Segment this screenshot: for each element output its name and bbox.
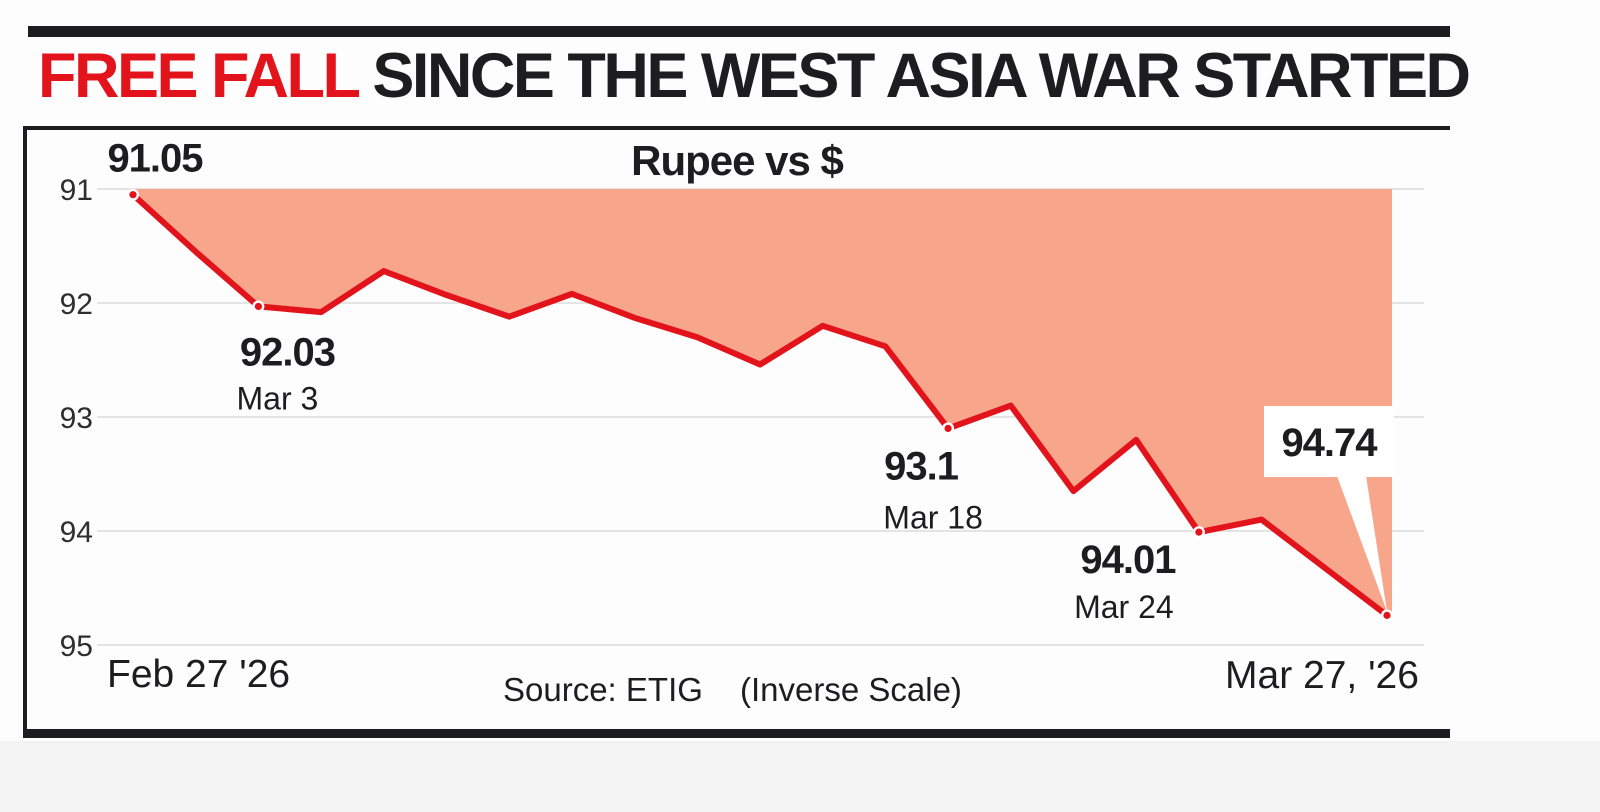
data-dot [1195, 528, 1203, 536]
callout-box [1264, 406, 1394, 477]
headline-rest: SINCE THE WEST ASIA WAR STARTED [357, 41, 1471, 111]
y-tick-label-93: 93 [60, 402, 93, 435]
point-date-label: Mar 18 [883, 499, 983, 535]
source-label: Source: ETIG [503, 671, 703, 708]
price-line [130, 191, 1390, 619]
header-top-bar [28, 26, 1450, 37]
point-value-label: 93.1 [884, 444, 959, 488]
callout-tail [1337, 476, 1387, 612]
data-dot [944, 424, 952, 432]
y-tick-label-91: 91 [60, 174, 93, 207]
data-dot [254, 302, 262, 311]
headline: FREE FALL SINCE THE WEST ASIA WAR STARTE… [38, 40, 1471, 114]
point-value-label: 94.01 [1080, 538, 1176, 582]
y-tick-label-92: 92 [60, 288, 93, 321]
data-dot [1383, 611, 1391, 619]
y-tick-label-95: 95 [60, 630, 93, 663]
x-axis-end-label: Mar 27, '26 [1225, 654, 1419, 697]
y-tick-label-94: 94 [60, 516, 93, 549]
point-date-label: Mar 24 [1074, 589, 1174, 625]
chart-frame-top-border [23, 126, 1450, 130]
chart-frame-bottom-bar [23, 729, 1450, 738]
data-dot [129, 191, 137, 199]
point-date-label: Mar 3 [237, 380, 319, 416]
point-value-label: 91.05 [107, 137, 203, 181]
x-axis-start-label: Feb 27 '26 [107, 653, 290, 696]
bottom-background-strip [0, 741, 1600, 812]
chart-frame-left-border [23, 126, 27, 738]
point-value-label: 92.03 [240, 330, 335, 374]
inverse-scale-note: (Inverse Scale) [740, 671, 962, 708]
headline-accent: FREE FALL [38, 41, 360, 111]
chart-title: Rupee vs $ [631, 137, 843, 184]
area-fill [133, 189, 1392, 616]
callout-value-label: 94.74 [1281, 421, 1378, 465]
